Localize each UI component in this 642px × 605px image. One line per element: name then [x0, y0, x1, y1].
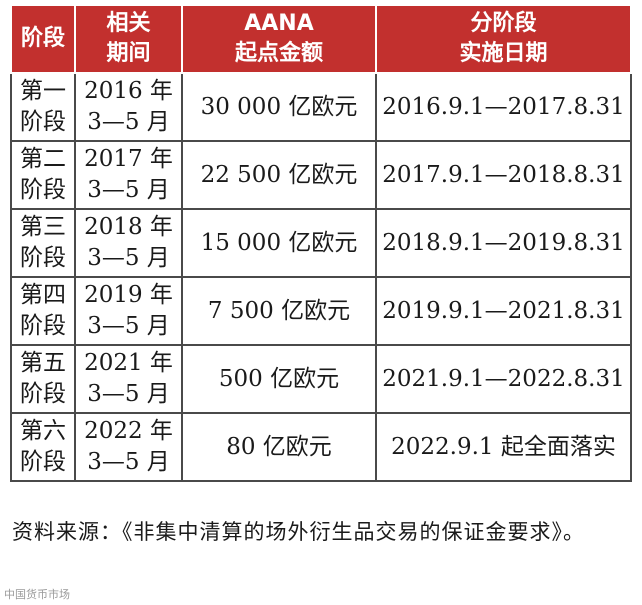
header-dates-line1: 分阶段 — [470, 11, 537, 36]
amount-cell: 80 亿欧元 — [181, 412, 377, 482]
period-cell: 2018 年 3—5 月 — [74, 208, 183, 278]
dates-cell: 2016.9.1—2017.8.31 — [375, 72, 632, 142]
stage-line2: 阶段 — [20, 313, 66, 339]
period-cell: 2019 年 3—5 月 — [74, 276, 183, 346]
period-line1: 2022 年 — [84, 418, 173, 444]
period-line1: 2018 年 — [84, 214, 173, 240]
dates-cell: 2019.9.1—2021.8.31 — [375, 276, 632, 346]
period-cell: 2017 年 3—5 月 — [74, 140, 183, 210]
stage-cell: 第三 阶段 — [10, 208, 76, 278]
period-line2: 3—5 月 — [87, 177, 170, 203]
table-row: 第一阶段 2016 年 3—5 月 30 000 亿欧元 2016.9.1—201… — [10, 72, 632, 142]
amount-cell: 7 500 亿欧元 — [181, 276, 377, 346]
period-line2: 3—5 月 — [87, 313, 170, 339]
period-line2: 3—5 月 — [87, 245, 170, 271]
header-dates: 分阶段 实施日期 — [375, 4, 632, 74]
dates-cell: 2021.9.1—2022.8.31 — [375, 344, 632, 414]
header-period-line2: 期间 — [106, 41, 151, 66]
amount-cell: 22 500 亿欧元 — [181, 140, 377, 210]
stage-cell: 第二 阶段 — [10, 140, 76, 210]
table-row: 第二阶段 2017 年 3—5 月 22 500 亿欧元 2017.9.1—201… — [10, 140, 632, 210]
margin-phase-table: 阶段 相关 期间 AANA 起点金额 分阶段 实施日期 第一 阶段 2016 年 3—5 … — [10, 4, 632, 482]
stage-line2: 阶段 — [20, 109, 66, 135]
stage-line1: 第五 — [20, 350, 66, 376]
stage-line1: 第一 — [20, 78, 66, 104]
table-row: 第四阶段 2019 年 3—5 月 7 500 亿欧元 2019.9.1—2021… — [10, 276, 632, 346]
header-stage-label: 阶段 — [20, 26, 65, 51]
stage-line1: 第六 — [20, 418, 66, 444]
stage-cell: 第五 阶段 — [10, 344, 76, 414]
header-period: 相关 期间 — [74, 4, 183, 74]
watermark: 中国货币市场 — [4, 588, 70, 601]
period-line1: 2021 年 — [84, 350, 173, 376]
table-row: 第五阶段 2021 年 3—5 月 500 亿欧元 2021.9.1—2022.8… — [10, 344, 632, 414]
table-header: 阶段 相关期间 AANA 起点金额 分阶段实施日期 — [10, 4, 632, 74]
amount-cell: 30 000 亿欧元 — [181, 72, 377, 142]
header-amount-line1: AANA — [244, 11, 314, 36]
header-row: 阶段 相关期间 AANA 起点金额 分阶段实施日期 — [10, 4, 632, 74]
table-row: 第三阶段 2018 年 3—5 月 15 000 亿欧元 2018.9.1—201… — [10, 208, 632, 278]
source-note: 资料来源：《非集中清算的场外衍生品交易的保证金要求》。 — [12, 520, 585, 544]
stage-line2: 阶段 — [20, 245, 66, 271]
period-cell: 2016 年 3—5 月 — [74, 72, 183, 142]
amount-cell: 500 亿欧元 — [181, 344, 377, 414]
stage-line1: 第二 — [20, 146, 66, 172]
period-line1: 2019 年 — [84, 282, 173, 308]
header-dates-line2: 实施日期 — [459, 41, 548, 66]
margin-phase-table-container: 阶段 相关 期间 AANA 起点金额 分阶段 实施日期 第一 阶段 2016 年 3—5 … — [10, 4, 632, 482]
period-cell: 2021 年 3—5 月 — [74, 344, 183, 414]
stage-cell: 第六 阶段 — [10, 412, 76, 482]
stage-line2: 阶段 — [20, 449, 66, 475]
amount-cell: 15 000 亿欧元 — [181, 208, 377, 278]
table-row: 第六阶段 2022 年 3—5 月 80 亿欧元 2022.9.1 起全面落实 — [10, 412, 632, 482]
period-cell: 2022 年 3—5 月 — [74, 412, 183, 482]
stage-line2: 阶段 — [20, 381, 66, 407]
header-amount-line2: 起点金额 — [234, 41, 323, 66]
stage-line1: 第四 — [20, 282, 66, 308]
dates-cell: 2018.9.1—2019.8.31 — [375, 208, 632, 278]
period-line2: 3—5 月 — [87, 381, 170, 407]
period-line2: 3—5 月 — [87, 109, 170, 135]
period-line1: 2016 年 — [84, 78, 173, 104]
period-line2: 3—5 月 — [87, 449, 170, 475]
stage-cell: 第一 阶段 — [10, 72, 76, 142]
table-body: 第一阶段 2016 年 3—5 月 30 000 亿欧元 2016.9.1—201… — [10, 72, 632, 482]
dates-cell: 2022.9.1 起全面落实 — [375, 412, 632, 482]
header-amount: AANA 起点金额 — [181, 4, 377, 74]
header-stage: 阶段 — [10, 4, 76, 74]
stage-line2: 阶段 — [20, 177, 66, 203]
header-period-line1: 相关 — [106, 11, 151, 36]
stage-cell: 第四 阶段 — [10, 276, 76, 346]
dates-cell: 2017.9.1—2018.8.31 — [375, 140, 632, 210]
period-line1: 2017 年 — [84, 146, 173, 172]
stage-line1: 第三 — [20, 214, 66, 240]
